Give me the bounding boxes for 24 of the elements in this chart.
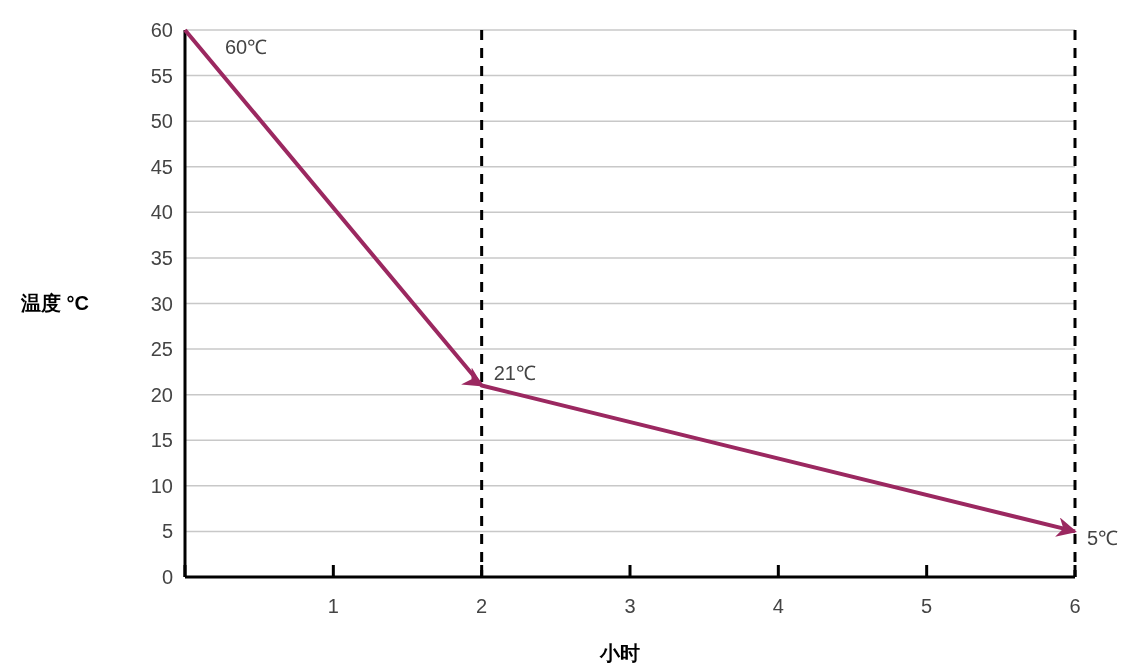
x-tick-label: 3 [624,595,636,617]
annotation: 21℃ [493,361,536,384]
x-tick-label: 5 [921,595,933,617]
y-tick-label: 30 [150,292,173,315]
y-tick-label: 25 [150,338,173,361]
y-tick-label: 55 [150,64,173,87]
x-tick-label: 2 [476,595,488,617]
y-tick-label: 35 [150,246,173,269]
y-tick-label: 40 [150,201,173,224]
x-tick-label: 6 [1069,595,1081,617]
annotation: 60℃ [225,36,268,58]
annotation: 5℃ [1087,527,1119,550]
y-tick-label: 0 [161,566,173,588]
y-tick-label: 60 [150,19,173,41]
y-axis-title: 温度 °C [20,292,89,314]
y-tick-label: 50 [150,110,173,133]
x-tick-label: 4 [772,595,784,617]
x-axis-title: 小时 [599,642,640,664]
y-tick-label: 10 [150,474,173,497]
y-tick-label: 5 [161,520,173,543]
y-tick-label: 45 [150,155,173,178]
y-tick-label: 20 [150,383,173,406]
y-tick-label: 15 [150,429,173,452]
x-tick-label: 1 [327,595,339,617]
